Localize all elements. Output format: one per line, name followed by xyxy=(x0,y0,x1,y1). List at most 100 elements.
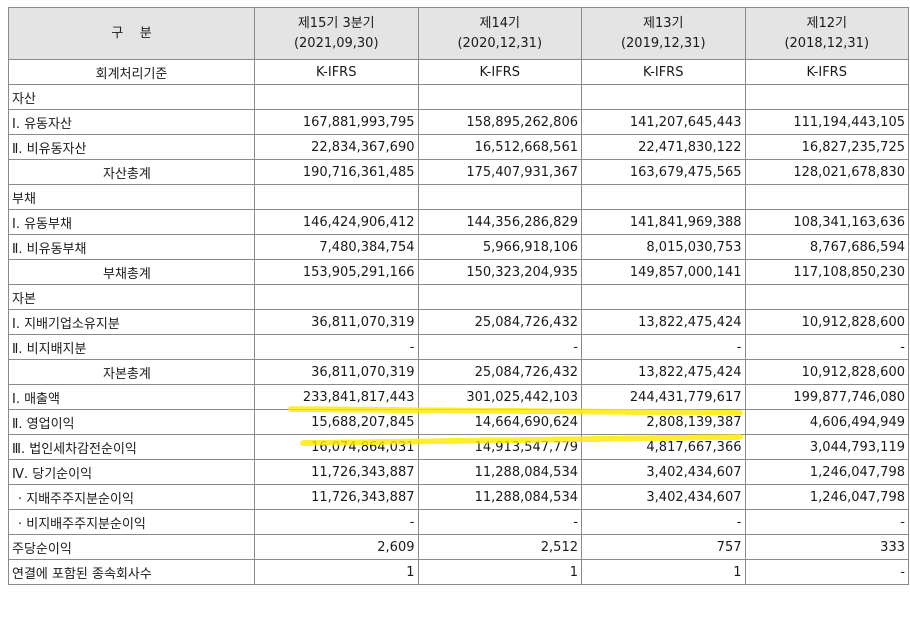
row-value: 158,895,262,806 xyxy=(417,109,582,135)
header-row: 구 분 제15기 3분기 (2021,09,30) 제14기 (2020,12,… xyxy=(8,7,909,60)
row-value: 3,402,434,607 xyxy=(581,459,746,485)
row-value: 11,288,084,534 xyxy=(417,459,582,485)
row-value: 3,402,434,607 xyxy=(581,484,746,510)
table-row: 연결에 포함된 종속회사수 1 1 1- xyxy=(8,559,909,585)
table-row: Ⅱ. 비지배지분 - - - - xyxy=(8,334,909,360)
table-row: Ⅰ. 지배기업소유지분 36,811,070,319 25,084,726,432 1… xyxy=(8,309,909,335)
table-row: Ⅲ. 법인세차감전순이익 16,074,864,031 14,913,547,779… xyxy=(8,434,909,460)
header-period-label: 제15기 3분기 xyxy=(297,15,375,31)
row-value: 14,913,547,779 xyxy=(417,434,582,460)
row-value: 190,716,361,485 xyxy=(254,159,419,185)
header-period-date: (2018,12,31) xyxy=(784,35,870,51)
row-value: 16,827,235,725 xyxy=(744,134,909,160)
row-value: K-IFRS xyxy=(581,59,746,85)
row-value: - xyxy=(254,334,419,360)
row-value: 108,341,163,636 xyxy=(744,209,909,235)
row-value xyxy=(254,284,419,310)
row-value: - xyxy=(744,559,909,585)
row-value: 7,480,384,754 xyxy=(254,234,419,260)
row-value: 141,207,645,443 xyxy=(581,109,746,135)
table-row: 부채총계 153,905,291,166 150,323,204,935 149,85… xyxy=(8,259,909,285)
row-label: 연결에 포함된 종속회사수 xyxy=(8,559,255,585)
row-value: 25,084,726,432 xyxy=(417,359,582,385)
row-value: 111,194,443,105 xyxy=(744,109,909,135)
table-row: 자본 xyxy=(8,284,909,310)
row-value: 175,407,931,367 xyxy=(417,159,582,185)
row-value: 144,356,286,829 xyxy=(417,209,582,235)
row-value: 757 xyxy=(581,534,746,560)
row-value: 2,808,139,387 xyxy=(581,409,746,435)
row-value: 146,424,906,412 xyxy=(254,209,419,235)
row-value: 149,857,000,141 xyxy=(581,259,746,285)
row-value: 14,664,690,624 xyxy=(417,409,582,435)
row-value: - xyxy=(581,334,746,360)
table-row: Ⅳ. 당기순이익 11,726,343,887 11,288,084,534 3,40… xyxy=(8,459,909,485)
row-label: 자본총계 xyxy=(8,359,255,385)
row-value: 13,822,475,424 xyxy=(581,309,746,335)
row-label: Ⅰ. 유동부채 xyxy=(8,209,255,235)
row-value: 141,841,969,388 xyxy=(581,209,746,235)
row-value: 15,688,207,845 xyxy=(254,409,419,435)
row-label: Ⅰ. 매출액 xyxy=(8,384,255,410)
header-period-date: (2020,12,31) xyxy=(457,35,543,51)
table-row: Ⅱ. 영업이익 15,688,207,845 14,664,690,624 2,808… xyxy=(8,409,909,435)
row-value xyxy=(744,284,909,310)
table-row: 자산 xyxy=(8,84,909,110)
header-period-label: 제14기 xyxy=(479,15,520,31)
row-label: 자본 xyxy=(8,284,255,310)
row-value: 10,912,828,600 xyxy=(744,359,909,385)
row-value: 1,246,047,798 xyxy=(744,459,909,485)
row-value xyxy=(581,84,746,110)
row-label: Ⅱ. 영업이익 xyxy=(8,409,255,435)
row-value: 13,822,475,424 xyxy=(581,359,746,385)
row-value: 11,726,343,887 xyxy=(254,459,419,485)
row-value: - xyxy=(744,509,909,535)
row-label: 자산총계 xyxy=(8,159,255,185)
row-value: 5,966,918,106 xyxy=(417,234,582,260)
row-label: Ⅲ. 법인세차감전순이익 xyxy=(8,434,255,460)
row-value xyxy=(581,284,746,310)
row-value: - xyxy=(417,509,582,535)
row-value xyxy=(744,84,909,110)
row-label: · 비지배주주지분순이익 xyxy=(8,509,255,535)
table-row: Ⅱ. 비유동부채 7,480,384,754 5,966,918,106 8,015,… xyxy=(8,234,909,260)
row-label: Ⅱ. 비지배지분 xyxy=(8,334,255,360)
row-value: 4,817,667,366 xyxy=(581,434,746,460)
row-value: 11,288,084,534 xyxy=(417,484,582,510)
row-value: - xyxy=(744,334,909,360)
row-value xyxy=(417,84,582,110)
row-value xyxy=(417,284,582,310)
row-value: - xyxy=(581,509,746,535)
row-value: 163,679,475,565 xyxy=(581,159,746,185)
row-value: - xyxy=(254,509,419,535)
row-value: K-IFRS xyxy=(417,59,582,85)
row-value: 10,912,828,600 xyxy=(744,309,909,335)
row-label: 부채 xyxy=(8,184,255,210)
financial-summary-table: 구 분 제15기 3분기 (2021,09,30) 제14기 (2020,12,… xyxy=(8,7,909,585)
header-period-label: 제12기 xyxy=(806,15,847,31)
row-label: 주당순이익 xyxy=(8,534,255,560)
row-label: 자산 xyxy=(8,84,255,110)
table-row: Ⅰ. 유동자산 167,881,993,795 158,895,262,806 141… xyxy=(8,109,909,135)
table-row: 부채 xyxy=(8,184,909,210)
table-row: 자산총계 190,716,361,485 175,407,931,367 163,67… xyxy=(8,159,909,185)
header-period-13: 제13기 (2019,12,31) xyxy=(581,7,746,60)
table-row: · 지배주주지분순이익 11,726,343,887 11,288,084,534 3… xyxy=(8,484,909,510)
row-value xyxy=(744,184,909,210)
row-value: K-IFRS xyxy=(254,59,419,85)
table-row: 회계처리기준 K-IFRS K-IFRS K-IFRS K-IFRS xyxy=(8,59,909,85)
row-value xyxy=(581,184,746,210)
header-period-q3-15: 제15기 3분기 (2021,09,30) xyxy=(254,7,419,60)
row-value xyxy=(417,184,582,210)
row-value: K-IFRS xyxy=(744,59,909,85)
table-row: 주당순이익 2,609 2,512 757 333 xyxy=(8,534,909,560)
row-value: 117,108,850,230 xyxy=(744,259,909,285)
row-label: Ⅰ. 유동자산 xyxy=(8,109,255,135)
row-value: 16,074,864,031 xyxy=(254,434,419,460)
row-value: 301,025,442,103 xyxy=(417,384,582,410)
row-value: - xyxy=(417,334,582,360)
row-value: 22,834,367,690 xyxy=(254,134,419,160)
header-category: 구 분 xyxy=(8,7,255,60)
row-value: 4,606,494,949 xyxy=(744,409,909,435)
row-value: 2,512 xyxy=(417,534,582,560)
